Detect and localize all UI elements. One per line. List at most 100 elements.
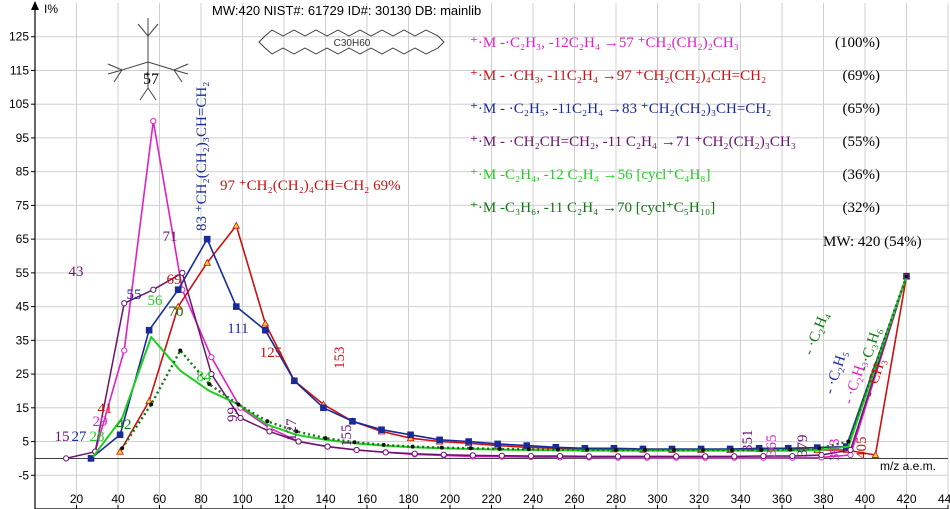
- data-point: [232, 221, 241, 229]
- data-point: [614, 447, 618, 452]
- x-tick-label: 360: [772, 492, 792, 506]
- legend-item-3: ⁺·M - ·C₂H₅, -11C₂H₄ →83 ⁺CH₂(CH₂)₃CH=CH…: [470, 101, 880, 117]
- peak-label: 27: [72, 429, 88, 445]
- legend-percent: (69%): [843, 68, 881, 84]
- data-point: [468, 446, 473, 451]
- data-point: [207, 382, 212, 387]
- data-point: [353, 446, 360, 454]
- data-point: [846, 439, 851, 444]
- x-tick-label: 80: [194, 492, 208, 506]
- peak-label: 71: [163, 229, 178, 245]
- data-point: [116, 447, 124, 455]
- x-tick-label: 260: [564, 492, 584, 506]
- x-tick-label: 340: [730, 492, 750, 506]
- legend-percent: (32%): [843, 200, 881, 216]
- data-point: [410, 444, 415, 449]
- h-bond: [113, 69, 123, 83]
- peak-label: MW: 420 (54%): [823, 234, 922, 250]
- data-point: [120, 446, 125, 451]
- legend-percent: (65%): [843, 101, 881, 117]
- data-point: [701, 447, 706, 452]
- ring-left-edge: [258, 35, 266, 49]
- ring-top-edge: [264, 29, 445, 49]
- data-point: [150, 117, 157, 125]
- data-point: [673, 453, 680, 460]
- legend-text: ⁺·M -C₂H₄, -12 C₂H₄ →56 [cycl⁺C₄H₈]: [470, 167, 711, 183]
- ring-bottom-edge: [264, 47, 439, 55]
- legend-item-2: ⁺·M - ·CH₃, -11C₂H₄ →97 ⁺CH₂(CH₂)₄CH=CH₂…: [470, 68, 880, 84]
- x-axis-title: m/z a.e.m.: [880, 459, 936, 473]
- y-tick-label: 75: [16, 198, 30, 212]
- data-point: [323, 436, 328, 441]
- data-point: [760, 452, 767, 460]
- h-bond: [147, 87, 157, 101]
- data-point: [294, 429, 299, 434]
- series-line: [94, 120, 908, 459]
- peak-label: 28: [90, 429, 105, 445]
- data-point: [407, 431, 414, 439]
- y-tick-label: 125: [9, 30, 29, 44]
- data-point: [266, 428, 273, 435]
- peak-label: 393: [827, 439, 843, 462]
- data-point: [63, 455, 70, 462]
- data-point: [871, 451, 880, 458]
- data-point: [262, 326, 269, 334]
- data-point: [672, 447, 677, 452]
- x-tick-label: 400: [855, 492, 875, 506]
- data-point: [236, 402, 241, 407]
- h-bond: [147, 23, 159, 37]
- data-point: [381, 442, 386, 447]
- x-tick-label: 220: [481, 492, 501, 506]
- bond: [121, 61, 149, 71]
- peak-label: 351: [740, 430, 756, 453]
- data-point: [818, 451, 825, 459]
- peak-label: 42: [117, 417, 132, 433]
- data-point: [847, 451, 854, 459]
- legend-item-6: ⁺·M -C₃H₆, -11 C₂H₄ →70 [cycl⁺C₅H₁₀] (32%…: [470, 200, 880, 216]
- x-tick-label: 420: [896, 492, 916, 506]
- data-point: [261, 319, 270, 327]
- series-4: [63, 269, 910, 462]
- data-point: [904, 274, 909, 279]
- peak-label: 111: [227, 321, 248, 337]
- legend-item-4: ⁺·M - ·CH₂CH=CH₂, -11 C₂H₄ →71 ⁺CH₂(CH₂)…: [470, 134, 880, 150]
- y-tick-label: 65: [16, 232, 30, 246]
- data-point: [556, 452, 564, 460]
- peak-label: 125: [260, 345, 283, 361]
- y-tick-label: 95: [16, 131, 30, 145]
- legend-item-5: ⁺·M -C₂H₄, -12 C₂H₄ →56 [cycl⁺C₄H₈] (36%): [470, 167, 880, 183]
- data-point: [324, 443, 331, 450]
- legend-text: ⁺·M -·C₂H₃, -12C₂H₄ →57 ⁺CH₂(CH₂)₂CH₃: [470, 35, 739, 51]
- data-point: [116, 431, 124, 439]
- peak-label: 127: [284, 418, 300, 441]
- data-point: [203, 258, 212, 266]
- x-tick-label: 160: [357, 492, 377, 506]
- data-point: [237, 414, 244, 422]
- y-tick-label: 45: [16, 300, 30, 314]
- data-point: [759, 447, 764, 452]
- data-point: [145, 397, 154, 405]
- peak-label: 15: [55, 429, 70, 445]
- data-point: [523, 442, 531, 449]
- data-point: [382, 449, 389, 456]
- series-line: [65, 272, 908, 460]
- data-point: [702, 453, 709, 460]
- x-tick-label: 320: [689, 492, 709, 506]
- data-point: [178, 348, 183, 353]
- y-tick-label: 25: [16, 367, 30, 381]
- data-point: [291, 377, 298, 385]
- peak-label: 70: [169, 304, 184, 320]
- data-point: [295, 438, 302, 445]
- data-point: [145, 326, 153, 334]
- data-point: [644, 453, 651, 460]
- legend: ⁺·M -·C₂H₃, -12C₂H₄ →57 ⁺CH₂(CH₂)₂CH₃ (10…: [470, 35, 880, 216]
- x-tick-label: 120: [274, 492, 294, 506]
- legend-percent: (55%): [843, 134, 881, 150]
- peak-label: 41: [98, 401, 113, 417]
- h-bond: [107, 69, 123, 75]
- x-tick-label: 440: [938, 492, 950, 506]
- series-line: [121, 275, 908, 452]
- legend-percent: (36%): [843, 167, 881, 183]
- data-point: [614, 453, 622, 460]
